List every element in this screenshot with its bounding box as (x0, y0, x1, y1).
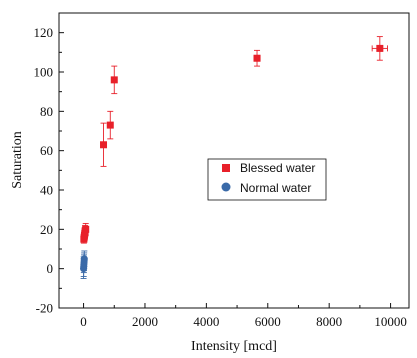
normal-water-point (80, 255, 88, 263)
y-tick-label: 100 (34, 65, 54, 80)
legend-marker-blessed-water (222, 164, 230, 172)
y-axis-label: Saturation (10, 131, 25, 189)
markers-layer (80, 44, 384, 273)
y-tick-label: 60 (40, 143, 53, 158)
blessed-water-point (106, 121, 114, 129)
y-tick-label: -20 (36, 301, 53, 316)
y-tick-label: 40 (40, 183, 53, 198)
x-tick-label: 6000 (255, 314, 281, 329)
blessed-water-point (82, 225, 90, 233)
blessed-water-point (100, 141, 108, 149)
x-tick-label: 4000 (193, 314, 219, 329)
plot-frame (58, 12, 410, 309)
y-tick-label: 120 (34, 25, 54, 40)
legend-label-blessed-water: Blessed water (240, 161, 315, 175)
legend-label-normal-water: Normal water (240, 181, 311, 195)
x-tick-label: 0 (80, 314, 87, 329)
x-tick-label: 8000 (316, 314, 342, 329)
blessed-water-point (376, 44, 384, 52)
y-tick-label: 0 (47, 261, 54, 276)
x-tick-label: 10000 (374, 314, 407, 329)
x-axis-label: Intensity [mcd] (191, 339, 277, 354)
error-bars-layer (80, 36, 388, 279)
blessed-water-point (110, 76, 118, 84)
x-axis-ticks: 0 2000 4000 6000 8000 10000 (80, 303, 407, 329)
legend-marker-normal-water (221, 182, 231, 192)
x-tick-label: 2000 (132, 314, 158, 329)
blessed-water-point (253, 54, 261, 62)
y-tick-label: 20 (40, 222, 53, 237)
y-axis-ticks: -20 0 20 40 60 80 100 120 (34, 25, 64, 316)
y-tick-label: 80 (40, 104, 53, 119)
legend: Blessed water Normal water (207, 158, 327, 201)
